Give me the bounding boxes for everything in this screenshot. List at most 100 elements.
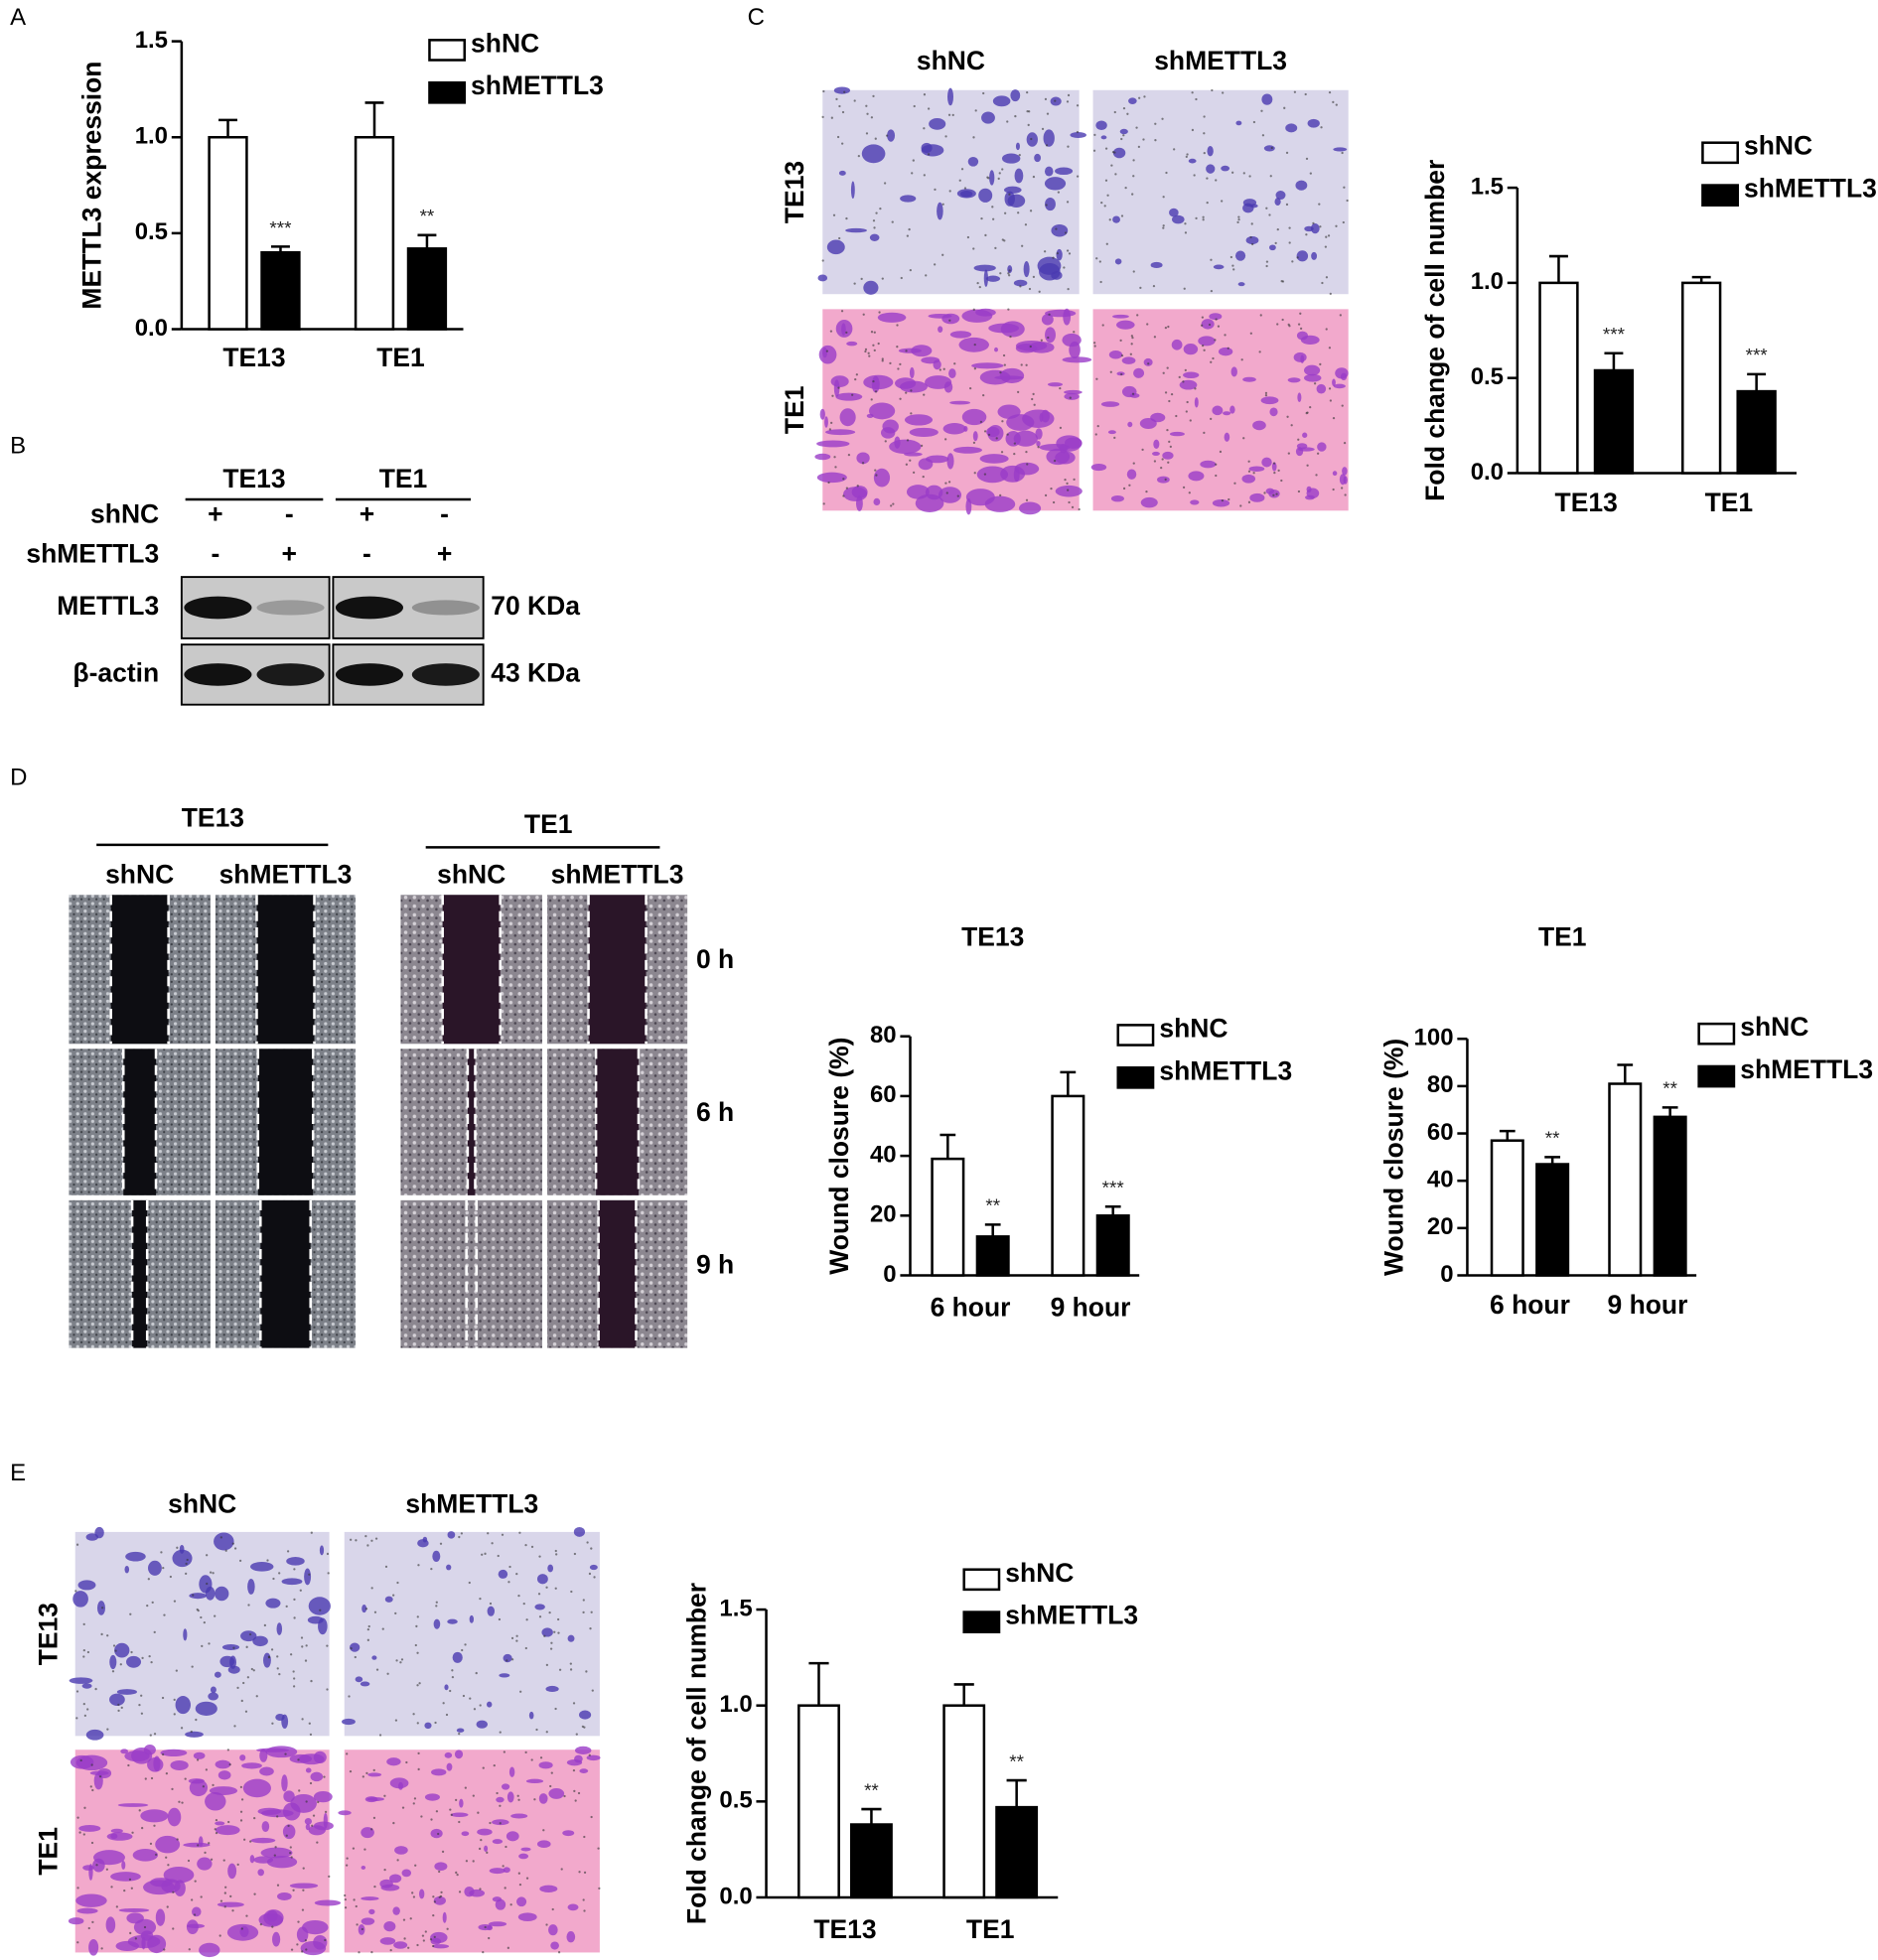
pore [1122,106,1126,110]
pore [1242,172,1245,175]
stained-cell [1045,197,1056,211]
stained-cell [96,1601,106,1615]
pore [301,1645,304,1648]
pore [530,1545,534,1548]
stained-cell [109,1693,125,1706]
stained-cell [82,1865,94,1871]
pore [545,1731,548,1734]
y-tick-label: 20 [1427,1213,1454,1240]
pore [373,1610,377,1613]
pore [353,1898,356,1901]
stained-cell [925,485,943,500]
stained-cell [538,1761,553,1769]
stained-cell [863,374,894,390]
pore [392,1594,395,1597]
pore [927,107,931,110]
pore [162,1566,165,1570]
pore [1044,97,1048,101]
pore [175,1669,178,1672]
pore [240,1798,244,1801]
stained-cell [1171,339,1183,350]
significance: *** [269,218,292,239]
pore [1095,377,1098,380]
pore [414,1864,417,1867]
pore [176,1838,179,1841]
pore [316,1841,319,1844]
pore [1139,286,1142,289]
pore [206,1582,209,1586]
pore [980,216,983,220]
pore [1132,270,1135,273]
stained-cell [1150,261,1163,269]
pore [370,1539,373,1542]
pore [1299,312,1302,315]
bar [1736,389,1777,475]
pore [509,1903,512,1906]
bar [995,1805,1039,1899]
pore [1093,133,1096,137]
pore [180,1727,184,1730]
pore [551,1907,554,1911]
stained-cell [856,452,870,465]
stained-cell [1304,373,1322,382]
pore [1063,266,1066,269]
y-tick-label: 0 [1440,1261,1453,1288]
pore [517,1872,520,1875]
pore [232,1646,235,1649]
pore [460,1532,464,1535]
pore [231,1542,234,1545]
bar [1538,281,1579,475]
pore [1137,145,1141,148]
panel-letter: D [10,764,27,790]
pore [1189,419,1192,422]
pore [1184,368,1187,371]
pore [1132,159,1135,162]
stained-cell [967,156,979,167]
pore [545,1663,549,1666]
blot-sign: + [437,539,452,569]
pore [913,104,916,108]
stained-cell [1064,389,1083,395]
stained-cell [586,1754,601,1761]
stained-cell [1026,132,1038,147]
pore [244,1710,248,1713]
stained-cell [816,472,847,484]
stained-cell [434,1862,448,1872]
pore [172,1927,175,1930]
pore [1048,313,1051,316]
pore [477,1811,480,1814]
stained-cell [909,366,915,379]
stained-cell [210,1686,217,1694]
stained-cell [579,1710,592,1720]
pore [278,1672,281,1676]
pore [1280,479,1283,483]
stained-cell [350,1642,361,1652]
pore [75,1690,79,1693]
pore [149,1842,153,1845]
legend-label: shMETTL3 [1744,174,1877,204]
stained-cell [1015,142,1020,151]
stained-cell [308,1597,331,1615]
pore [1324,245,1328,248]
stained-cell [498,1569,508,1579]
pore [1178,375,1181,379]
stained-cell [1157,476,1170,484]
stained-cell [446,1762,453,1771]
pore [1341,487,1344,490]
stained-cell [517,1912,537,1922]
pore [1008,274,1011,277]
pore [896,346,899,349]
stained-cell [174,1880,186,1896]
y-tick-label: 0 [883,1261,896,1288]
stained-cell [459,1798,464,1808]
pore [372,1768,375,1772]
pore [941,203,944,206]
pore [1221,499,1225,502]
pore [366,1628,369,1631]
pore [569,1662,572,1665]
x-tick-label: TE13 [222,343,285,372]
stained-cell [1129,392,1140,398]
pore [1078,507,1081,511]
pore [590,1547,593,1550]
bar [354,135,395,331]
